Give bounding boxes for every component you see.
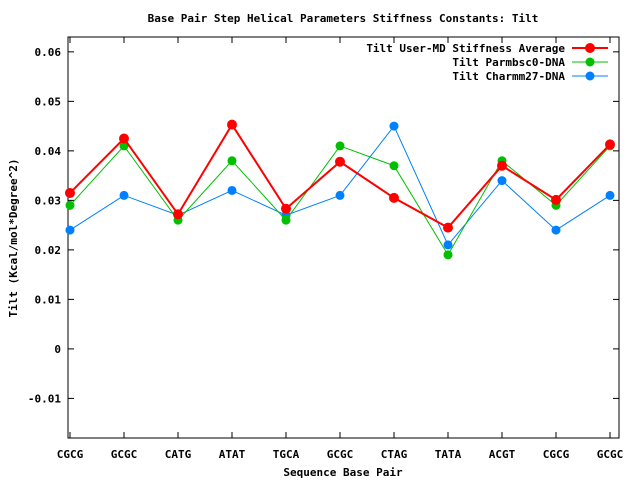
y-tick-label: 0.06 [35,46,62,59]
data-point [335,141,345,151]
x-tick-label: CGCG [543,448,570,461]
legend-marker [585,71,595,81]
legend-label: Tilt Charmm27-DNA [452,70,565,83]
data-point [281,203,291,214]
axis-ticks: -0.01 0 0.01 0.02 0.03 0.04 0.05 0.06 CGCG GCGC CA… [28,37,623,461]
data-point [389,121,399,131]
y-tick-label: 0.05 [35,95,62,108]
data-point [227,156,237,166]
series-line [69,122,611,229]
x-tick-label: TATA [435,448,462,461]
data-point [119,190,129,200]
data-point [389,161,399,171]
x-tick-label: GCGC [111,448,138,461]
data-point [65,187,75,198]
data-point [281,215,291,225]
data-point [335,190,345,200]
data-point [389,192,399,203]
x-tick-label: ATAT [219,448,246,461]
y-tick-label: 0 [54,343,61,356]
y-tick-label: 0.01 [35,293,62,306]
x-axis-label: Sequence Base Pair [283,466,403,479]
x-tick-label: TGCA [273,448,300,461]
series-layer [65,119,615,260]
data-point [497,176,507,186]
data-point [119,141,129,151]
series-2 [65,141,615,260]
data-point [65,200,75,210]
data-point [443,250,453,260]
x-tick-label: ACGT [489,448,516,461]
data-point [119,133,129,144]
data-point [605,139,615,150]
legend-label: Tilt User-MD Stiffness Average [366,42,565,55]
data-point [335,156,345,167]
y-tick-label: 0.03 [35,194,62,207]
series-1 [65,119,615,233]
legend-label: Tilt Parmbsc0-DNA [452,56,565,69]
x-tick-label: GCGC [597,448,624,461]
data-point [173,209,183,220]
x-tick-label: CTAG [381,448,408,461]
plot-frame [67,36,620,439]
x-tick-label: CGCG [57,448,84,461]
y-tick-label: -0.01 [28,392,61,405]
y-tick-label: 0.04 [35,145,62,158]
data-point [443,240,453,250]
legend-marker [585,57,595,67]
data-point [605,190,615,200]
x-tick-label: CATG [165,448,192,461]
data-point [65,225,75,235]
data-point [551,225,561,235]
data-point [497,160,507,171]
x-tick-label: GCGC [327,448,354,461]
chart-title: Base Pair Step Helical Parameters Stiffn… [148,12,539,25]
data-point [551,194,561,205]
data-point [227,185,237,195]
legend-marker [585,43,595,53]
y-tick-label: 0.02 [35,244,62,257]
data-point [227,119,237,130]
data-point [443,222,453,233]
y-axis-label: Tilt (Kcal/mol*Degree^2) [7,159,20,318]
